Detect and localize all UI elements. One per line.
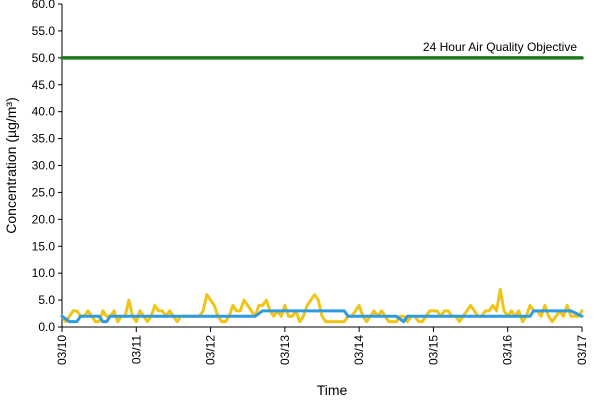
y-tick-label: 40.0: [32, 105, 56, 119]
x-tick-label: 03/13: [278, 335, 292, 365]
y-tick-label: 30.0: [32, 159, 56, 173]
x-tick-label: 03/11: [129, 335, 143, 364]
x-tick-label: 03/10: [55, 335, 69, 365]
x-axis-title: Time: [317, 382, 348, 398]
y-axis-title: Concentration (µg/m³): [3, 97, 19, 233]
x-tick-label: 03/15: [426, 335, 440, 365]
y-tick-label: 45.0: [32, 78, 56, 92]
y-tick-label: 35.0: [32, 132, 56, 146]
y-tick-label: 20.0: [32, 212, 56, 226]
series-line-1: [60, 287, 584, 324]
y-tick-label: 15.0: [32, 239, 56, 253]
y-tick-label: 25.0: [32, 185, 56, 199]
x-tick-label: 03/17: [575, 335, 589, 365]
x-tick-label: 03/14: [352, 335, 366, 365]
y-tick-label: 60.0: [32, 0, 56, 11]
x-tick-label: 03/12: [204, 335, 218, 365]
series-line-2: [60, 309, 584, 324]
y-tick-label: 10.0: [32, 266, 56, 280]
objective-annotation: 24 Hour Air Quality Objective: [423, 40, 577, 54]
x-tick-label: 03/16: [501, 335, 515, 365]
x-axis: 03/10 03/11 03/12 03/13 03/14 03/15 03/16 03/17: [55, 327, 589, 365]
series-layer: [60, 56, 584, 324]
y-tick-label: 5.0: [38, 293, 55, 307]
y-tick-label: 55.0: [32, 24, 56, 38]
y-tick-label: 50.0: [32, 51, 56, 65]
y-tick-label: 0.0: [38, 320, 55, 334]
y-axis: 0.0 5.0 10.0 15.0 20.0 25.0 30.0 35.0 40.0 45.0 50…: [32, 0, 62, 334]
